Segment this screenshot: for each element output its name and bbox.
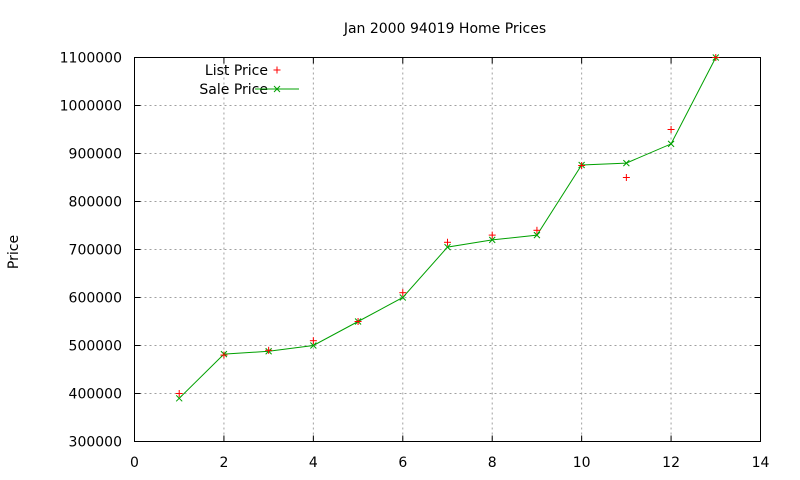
sale-price-point — [488, 236, 496, 244]
sale-price-point — [444, 243, 451, 251]
plot-frame — [134, 57, 761, 442]
y-tick-label: 400000 — [69, 387, 122, 403]
sale-price-point — [310, 342, 317, 349]
y-tick-label: 500000 — [69, 339, 122, 355]
axis-ticks: 0 2 4 6 8 10 12 14 300000 400000 500000 600000 70000… — [60, 51, 770, 472]
list-price-point — [399, 289, 407, 297]
list-price-point — [667, 126, 675, 133]
y-tick-label: 1000000 — [60, 99, 122, 115]
list-price-point — [578, 162, 586, 169]
cross-marker-b — [533, 231, 541, 239]
x-tick-label: 8 — [488, 455, 497, 471]
cross-marker-b — [310, 342, 317, 349]
cross-marker-b — [444, 243, 451, 251]
list-price-point — [712, 54, 720, 61]
sale-price-line — [178, 57, 717, 399]
sale-price-point — [667, 140, 675, 148]
cross-marker-b — [667, 140, 675, 148]
y-tick-label: 800000 — [69, 195, 122, 211]
x-tick-label: 4 — [309, 455, 318, 471]
cross-marker-b — [399, 294, 407, 301]
x-tick-label: 0 — [130, 455, 139, 471]
list-price-point — [533, 226, 541, 234]
y-tick-label: 600000 — [69, 291, 122, 307]
y-axis-label: Price — [6, 235, 22, 269]
list-price-point — [444, 238, 451, 246]
list-price-point — [622, 174, 630, 181]
series-layer — [175, 54, 720, 402]
grid — [134, 57, 761, 442]
x-tick-label: 14 — [752, 455, 770, 471]
list-price-point — [309, 337, 317, 345]
legend-label-sale-price: Sale Price — [199, 82, 268, 98]
y-tick-label: 300000 — [69, 435, 122, 451]
legend-sample-list-price — [273, 66, 281, 74]
cross-marker-b — [488, 236, 496, 244]
sale-price-point — [175, 394, 183, 402]
legend: List Price Sale Price — [199, 63, 299, 98]
list-price-point — [488, 231, 496, 239]
y-tick-label: 1100000 — [60, 51, 122, 67]
chart-title: Jan 2000 94019 Home Prices — [343, 21, 546, 37]
y-tick-label: 700000 — [69, 243, 122, 259]
cross-marker-b — [623, 159, 630, 167]
list-price-point — [354, 318, 362, 325]
list-price-point — [220, 351, 228, 359]
x-tick-label: 6 — [398, 455, 407, 471]
sale-price-point — [623, 159, 630, 167]
legend-label-list-price: List Price — [205, 63, 268, 79]
list-price-point — [175, 390, 183, 397]
x-tick-label: 2 — [219, 455, 228, 471]
cross-marker-b — [273, 85, 281, 93]
y-tick-label: 900000 — [69, 147, 122, 163]
cross-marker-b — [175, 394, 183, 402]
x-tick-label: 12 — [662, 455, 680, 471]
list-price-point — [265, 346, 273, 354]
sale-price-point — [399, 294, 407, 301]
sale-price-point — [533, 231, 541, 239]
x-tick-label: 10 — [573, 455, 591, 471]
legend-sample-sale-price — [273, 85, 281, 93]
